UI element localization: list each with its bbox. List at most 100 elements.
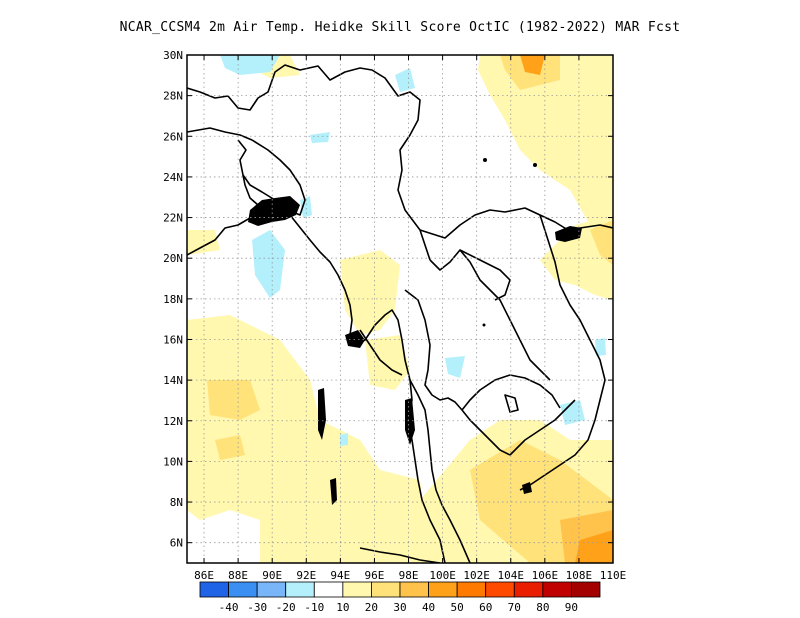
laos-thailand-border xyxy=(429,249,551,381)
colorbar-swatch xyxy=(285,581,315,598)
y-tick-label: 10N xyxy=(163,455,183,468)
sumatra-coast xyxy=(359,547,441,563)
y-tick-label: 26N xyxy=(163,130,183,143)
colorbar-label: 80 xyxy=(536,601,549,614)
colorbar-swatch xyxy=(542,581,572,598)
myanmar-south-border xyxy=(359,329,403,376)
region-light-blue xyxy=(340,433,348,446)
colorbar-label: -40 xyxy=(219,601,239,614)
y-tick-label: 8N xyxy=(170,496,183,509)
skill-score-field xyxy=(187,55,613,563)
colorbar-swatch xyxy=(399,581,429,598)
y-tick-label: 20N xyxy=(163,252,183,265)
region-light-yellow xyxy=(187,315,430,563)
peninsula-coast xyxy=(409,379,471,563)
region-yellow xyxy=(590,220,613,265)
colorbar xyxy=(199,581,601,598)
colorbar-swatch xyxy=(513,581,544,598)
x-tick-label: 86E xyxy=(194,569,214,582)
mekong-delta-islands xyxy=(522,482,532,494)
thailand-border xyxy=(404,289,511,456)
colorbar-label: 10 xyxy=(336,601,349,614)
x-tick-label: 96E xyxy=(365,569,385,582)
northern-border xyxy=(187,64,431,261)
colorbar-label: -20 xyxy=(276,601,296,614)
map-title: NCAR_CCSM4 2m Air Temp. Heidke Skill Sco… xyxy=(119,20,681,35)
y-tick-label: 16N xyxy=(163,333,183,346)
axis-ticks xyxy=(187,54,614,563)
red-river-delta-islands xyxy=(555,226,582,242)
x-axis-labels: 86E 88E 90E 92E 94E 96E 98E 100E 102E 104E 106E 108… xyxy=(194,569,626,582)
y-tick-label: 28N xyxy=(163,90,183,103)
island-dot xyxy=(482,323,486,327)
y-tick-label: 30N xyxy=(163,49,183,62)
colorbar-labels: -40 -30 -20 -10 10 20 30 40 50 60 70 80 90 xyxy=(219,601,578,614)
y-tick-label: 6N xyxy=(170,537,183,550)
region-orange xyxy=(520,55,545,75)
region-light-blue xyxy=(300,196,312,218)
colorbar-swatch xyxy=(228,581,258,598)
colorbar-swatch xyxy=(313,581,344,598)
x-tick-label: 98E xyxy=(399,569,419,582)
colorbar-label: 60 xyxy=(479,601,492,614)
y-tick-label: 18N xyxy=(163,293,183,306)
colorbar-label: 40 xyxy=(422,601,435,614)
region-yellow xyxy=(207,380,260,420)
x-tick-label: 102E xyxy=(463,569,490,582)
x-tick-label: 106E xyxy=(532,569,559,582)
y-tick-label: 12N xyxy=(163,415,183,428)
ganges-delta-islands xyxy=(248,196,300,226)
island-dot xyxy=(533,163,537,167)
region-light-blue xyxy=(310,132,330,143)
andaman-islands xyxy=(318,388,326,440)
x-tick-label: 88E xyxy=(228,569,248,582)
irrawaddy-delta-islands xyxy=(345,330,365,348)
colorbar-swatch xyxy=(256,581,287,598)
region-light-blue xyxy=(252,230,285,298)
graticule xyxy=(187,54,614,563)
x-tick-label: 92E xyxy=(296,569,316,582)
y-tick-label: 22N xyxy=(163,212,183,225)
colorbar-swatch xyxy=(428,581,458,598)
x-tick-label: 108E xyxy=(566,569,593,582)
y-axis-labels: 30N 28N 26N 24N 22N 20N 18N 16N 14N 12N 10N 8N 6N xyxy=(163,49,183,550)
region-light-blue xyxy=(220,55,280,75)
x-tick-label: 104E xyxy=(498,569,525,582)
region-light-yellow xyxy=(365,335,410,390)
x-tick-label: 110E xyxy=(600,569,627,582)
region-light-blue xyxy=(395,68,415,92)
colorbar-label: 50 xyxy=(451,601,464,614)
colorbar-swatch xyxy=(199,581,229,598)
region-light-blue xyxy=(595,338,606,356)
x-tick-label: 100E xyxy=(429,569,456,582)
colorbar-swatch xyxy=(371,581,401,598)
colorbar-label: 70 xyxy=(508,601,521,614)
y-tick-label: 14N xyxy=(163,374,183,387)
region-light-yellow xyxy=(340,250,400,335)
colorbar-label: -10 xyxy=(304,601,324,614)
nicobar-islands xyxy=(330,478,337,505)
region-orange xyxy=(575,530,613,563)
vietnam-coast xyxy=(519,214,606,491)
cambodia-border xyxy=(509,399,576,456)
colorbar-swatch xyxy=(571,581,601,598)
region-light-blue xyxy=(445,356,465,378)
region-light-yellow xyxy=(560,55,613,110)
island-clusters xyxy=(248,158,582,505)
colorbar-label: 20 xyxy=(365,601,378,614)
region-light-yellow xyxy=(187,230,220,255)
island-dot xyxy=(483,158,487,162)
colorbar-swatch xyxy=(342,581,372,598)
region-yellow xyxy=(215,435,245,460)
colorbar-label: 90 xyxy=(565,601,578,614)
colorbar-label: 30 xyxy=(393,601,406,614)
tonle-sap xyxy=(504,394,519,413)
plot-frame xyxy=(186,54,614,564)
x-tick-label: 94E xyxy=(330,569,350,582)
colorbar-label: -30 xyxy=(247,601,267,614)
colorbar-swatch xyxy=(456,581,487,598)
cambodia-north-border xyxy=(461,374,561,411)
colorbar-swatch xyxy=(485,581,515,598)
x-tick-label: 90E xyxy=(262,569,282,582)
